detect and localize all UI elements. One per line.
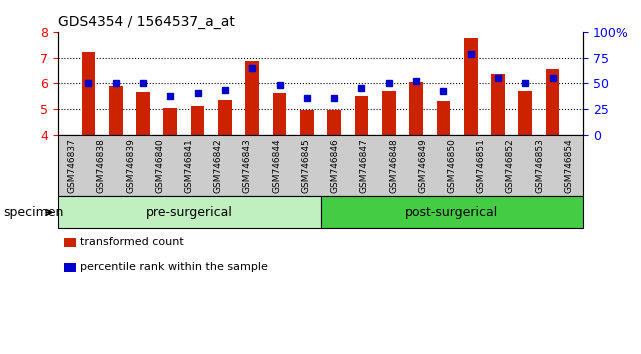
Bar bbox=[81, 52, 96, 135]
Text: GSM746843: GSM746843 bbox=[243, 138, 252, 193]
Text: transformed count: transformed count bbox=[80, 238, 184, 247]
Text: post-surgerical: post-surgerical bbox=[405, 206, 499, 219]
Bar bbox=[464, 38, 478, 135]
Text: GSM746854: GSM746854 bbox=[564, 138, 573, 193]
Bar bbox=[218, 100, 232, 135]
Bar bbox=[437, 101, 450, 135]
Text: GSM746851: GSM746851 bbox=[477, 138, 486, 193]
Text: GSM746849: GSM746849 bbox=[418, 138, 427, 193]
Bar bbox=[491, 74, 505, 135]
Text: GSM746846: GSM746846 bbox=[331, 138, 340, 193]
Text: GSM746842: GSM746842 bbox=[214, 138, 223, 193]
Text: pre-surgerical: pre-surgerical bbox=[146, 206, 233, 219]
Bar bbox=[163, 108, 177, 135]
Bar bbox=[519, 91, 532, 135]
Bar bbox=[545, 69, 560, 135]
Text: specimen: specimen bbox=[3, 206, 63, 219]
Text: GSM746841: GSM746841 bbox=[185, 138, 194, 193]
Text: percentile rank within the sample: percentile rank within the sample bbox=[80, 262, 268, 272]
Text: GSM746844: GSM746844 bbox=[272, 138, 281, 193]
Bar bbox=[272, 93, 287, 135]
Bar bbox=[300, 110, 313, 135]
Text: GSM746839: GSM746839 bbox=[126, 138, 135, 193]
Bar bbox=[354, 96, 369, 135]
Text: GDS4354 / 1564537_a_at: GDS4354 / 1564537_a_at bbox=[58, 16, 235, 29]
Text: GSM746837: GSM746837 bbox=[68, 138, 77, 193]
Bar bbox=[409, 82, 423, 135]
Bar bbox=[382, 91, 395, 135]
Text: GSM746847: GSM746847 bbox=[360, 138, 369, 193]
Text: GSM746852: GSM746852 bbox=[506, 138, 515, 193]
Bar bbox=[328, 110, 341, 135]
Bar bbox=[246, 61, 259, 135]
Bar bbox=[136, 92, 150, 135]
Text: GSM746840: GSM746840 bbox=[155, 138, 164, 193]
Text: GSM746850: GSM746850 bbox=[447, 138, 456, 193]
Bar bbox=[191, 106, 204, 135]
Text: GSM746838: GSM746838 bbox=[97, 138, 106, 193]
Text: GSM746848: GSM746848 bbox=[389, 138, 398, 193]
Bar bbox=[109, 86, 122, 135]
Text: GSM746853: GSM746853 bbox=[535, 138, 544, 193]
Text: GSM746845: GSM746845 bbox=[301, 138, 310, 193]
